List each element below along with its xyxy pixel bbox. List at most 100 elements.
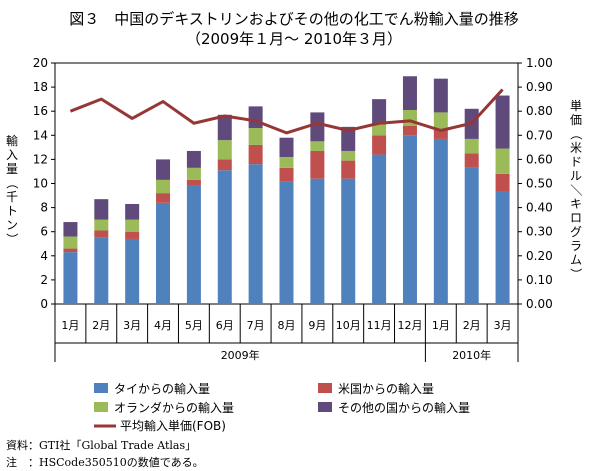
- x-tick-label: 1月: [432, 319, 450, 332]
- bar-segment-series-0: [464, 167, 479, 304]
- x-tick-label: 5月: [185, 319, 203, 332]
- bar-segment-series-0: [156, 202, 171, 304]
- x-tick-label: 7月: [247, 319, 265, 332]
- bar-segment-series-1: [186, 179, 201, 186]
- x-tick-label: 3月: [494, 319, 512, 332]
- bar-segment-series-1: [495, 173, 510, 192]
- bar-segment-series-2: [186, 167, 201, 180]
- bar-segment-series-1: [217, 159, 232, 171]
- bar-segment-series-0: [402, 135, 417, 304]
- y-right-tick-label: 0.70: [526, 128, 553, 142]
- bar-segment-series-3: [341, 126, 356, 151]
- axis-title-char: ド: [570, 155, 582, 169]
- x-tick-label: 8月: [278, 319, 296, 332]
- axis-title-char: 価: [570, 113, 582, 127]
- x-tick-label: 4月: [154, 319, 172, 332]
- bar-segment-series-0: [341, 178, 356, 304]
- x-axis-categories: 1月 2月 3月 4月 5月 6月 7月 8月 9月 10月 11月 12月 1月 2月 3月: [54, 304, 519, 362]
- axis-title-char: （: [5, 177, 19, 189]
- bar-segment-series-3: [94, 199, 109, 220]
- bar-segment-series-0: [279, 181, 294, 304]
- bar-segment-series-2: [372, 124, 387, 136]
- legend-label: タイからの輸入量: [114, 381, 210, 396]
- y-right-tick-label: 0.30: [526, 225, 553, 239]
- bar-segment-series-2: [125, 219, 140, 232]
- y-right-tick-label: 1.00: [526, 56, 553, 70]
- y-left-tick-label: 4: [40, 249, 48, 263]
- bar-segment-series-1: [248, 144, 263, 165]
- bar-segment-series-2: [217, 140, 232, 160]
- y-left-tick-label: 2: [40, 273, 48, 287]
- legend-label: 米国からの輸入量: [338, 381, 434, 396]
- bar-segment-series-3: [217, 114, 232, 141]
- y-left-tick-label: 14: [33, 128, 48, 142]
- y-left-tick-label: 10: [33, 177, 48, 191]
- y-left-tick-label: 20: [33, 56, 48, 70]
- bar-segment-series-0: [125, 238, 140, 304]
- bar-segment-series-3: [125, 203, 140, 220]
- axis-title-char: ム: [570, 253, 582, 267]
- y-left-tick-label: 0: [40, 297, 48, 311]
- bar-segment-series-1: [94, 230, 109, 238]
- bar-layer: [63, 76, 510, 304]
- bar-segment-series-3: [186, 150, 201, 168]
- bar-segment-series-0: [63, 252, 78, 304]
- footnote: 注 ：HSCode350510の数値である。: [6, 455, 204, 469]
- bar-segment-series-1: [63, 248, 78, 253]
- bar-segment-series-3: [310, 112, 325, 142]
- axis-title-char: ）: [5, 233, 19, 245]
- axis-title-char: （: [569, 128, 583, 140]
- x-tick-label: 11月: [367, 319, 392, 332]
- bar-segment-series-0: [217, 170, 232, 304]
- axis-title-char: 単: [570, 99, 582, 113]
- y-right-tick-label: 0.50: [526, 177, 553, 191]
- x-year-label: 2010年: [452, 348, 491, 362]
- chart-title: 図３ 中国のデキストリンおよびその他の化工でん粉輸入量の推移: [69, 10, 519, 28]
- y-right-tick-label: 0.10: [526, 273, 553, 287]
- x-year-label: 2009年: [221, 348, 260, 362]
- bar-segment-series-2: [63, 236, 78, 249]
- bar-segment-series-2: [495, 148, 510, 174]
- legend-label: 平均輸入単価(FOB): [120, 418, 226, 433]
- bar-segment-series-0: [372, 154, 387, 304]
- axis-title-char: ）: [569, 268, 583, 280]
- axis-title-char: キ: [570, 197, 582, 211]
- y-axis-left-label: 輸入量（千トン）: [5, 133, 19, 245]
- x-tick-label: 1月: [61, 319, 79, 332]
- bar-segment-series-0: [433, 138, 448, 304]
- x-axis-year-groups: 2009年 2010年: [221, 348, 492, 362]
- bar-segment-series-1: [464, 153, 479, 168]
- bar-segment-series-3: [279, 137, 294, 157]
- axis-title-char: 米: [570, 141, 582, 155]
- axis-title-char: 量: [6, 162, 18, 176]
- axis-title-char: ロ: [570, 211, 582, 225]
- x-tick-label: 9月: [308, 319, 326, 332]
- line-layer: [69, 88, 504, 135]
- x-tick-label: 12月: [397, 319, 422, 332]
- axis-title-char: ル: [570, 169, 582, 183]
- y-axis-right: 0.00 0.10 0.20 0.30 0.40 0.50 0.60 0.70 0.80 0.90…: [518, 56, 553, 311]
- bar-segment-series-1: [310, 150, 325, 179]
- legend-swatch: [94, 402, 108, 412]
- y-right-tick-label: 0.80: [526, 104, 553, 118]
- bar-segment-series-2: [248, 128, 263, 145]
- y-right-tick-label: 0.90: [526, 80, 553, 94]
- axis-title-char: ／: [569, 184, 583, 196]
- bar-segment-series-3: [495, 95, 510, 149]
- bar-segment-series-2: [433, 112, 448, 130]
- bar-segment-series-1: [156, 193, 171, 203]
- bar-segment-series-0: [248, 164, 263, 304]
- bar-segment-series-2: [279, 156, 294, 168]
- x-tick-label: 6月: [216, 319, 234, 332]
- bar-segment-series-1: [402, 125, 417, 136]
- bar-segment-series-0: [186, 185, 201, 304]
- bar-segment-series-0: [310, 178, 325, 304]
- y-left-tick-label: 8: [40, 201, 48, 215]
- axis-title-char: 千: [6, 190, 18, 204]
- bar-segment-series-1: [279, 167, 294, 182]
- bar-segment-series-3: [156, 159, 171, 180]
- bar-segment-series-3: [433, 78, 448, 113]
